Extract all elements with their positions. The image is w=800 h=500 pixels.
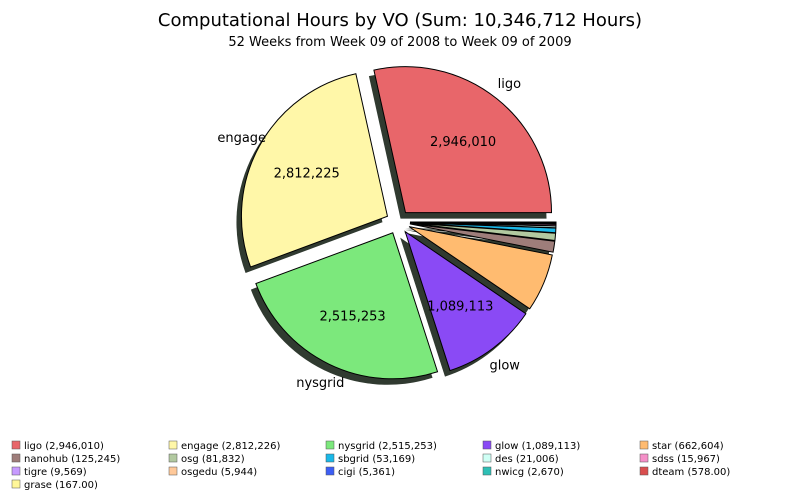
legend-label-sdss: sdss (15,967) bbox=[652, 454, 720, 465]
legend-swatch-osgedu bbox=[168, 466, 178, 476]
slice-label-glow: glow bbox=[489, 359, 520, 374]
value-label-glow: 1,089,113 bbox=[427, 299, 493, 314]
legend-label-sbgrid: sbgrid (53,169) bbox=[338, 454, 415, 465]
legend-item-star: star (662,604) bbox=[639, 440, 724, 452]
value-label-nysgrid: 2,515,253 bbox=[320, 310, 386, 325]
legend-label-tigre: tigre (9,569) bbox=[24, 467, 87, 478]
legend-item-dteam: dteam (578.00) bbox=[639, 466, 730, 478]
pie-slices bbox=[240, 66, 557, 380]
chart-subtitle: 52 Weeks from Week 09 of 2008 to Week 09… bbox=[228, 35, 571, 50]
legend-label-nysgrid: nysgrid (2,515,253) bbox=[338, 441, 437, 452]
legend-item-sdss: sdss (15,967) bbox=[639, 453, 720, 465]
legend-item-tigre: tigre (9,569) bbox=[11, 466, 87, 478]
legend-label-grase: grase (167.00) bbox=[24, 480, 98, 491]
slice-engage bbox=[240, 73, 389, 268]
legend-label-nwicg: nwicg (2,670) bbox=[495, 467, 564, 478]
value-label-engage: 2,812,225 bbox=[274, 166, 340, 181]
legend-item-glow: glow (1,089,113) bbox=[482, 440, 580, 452]
slice-ligo bbox=[373, 66, 553, 214]
legend-swatch-sbgrid bbox=[325, 453, 335, 463]
legend-label-engage: engage (2,812,226) bbox=[181, 441, 280, 452]
legend-item-sbgrid: sbgrid (53,169) bbox=[325, 453, 415, 465]
legend-label-osg: osg (81,832) bbox=[181, 454, 245, 465]
legend-label-dteam: dteam (578.00) bbox=[652, 467, 730, 478]
legend-swatch-osg bbox=[168, 453, 178, 463]
slice-nysgrid bbox=[255, 232, 439, 380]
legend-swatch-dteam bbox=[639, 466, 649, 476]
legend-swatch-tigre bbox=[11, 466, 21, 476]
chart-title: Computational Hours by VO (Sum: 10,346,7… bbox=[158, 10, 642, 31]
legend-swatch-grase bbox=[11, 479, 21, 489]
slice-labels: ligo 2,946,010 engage 2,812,225 nysgrid 2,515… bbox=[217, 77, 521, 391]
legend-swatch-star bbox=[639, 440, 649, 450]
legend-item-osg: osg (81,832) bbox=[168, 453, 245, 465]
legend-swatch-engage bbox=[168, 440, 178, 450]
legend-label-osgedu: osgedu (5,944) bbox=[181, 467, 257, 478]
slice-label-engage: engage bbox=[217, 131, 266, 146]
legend-label-star: star (662,604) bbox=[652, 441, 724, 452]
legend-swatch-nanohub bbox=[11, 453, 21, 463]
legend-swatch-nwicg bbox=[482, 466, 492, 476]
legend-label-cigi: cigi (5,361) bbox=[338, 467, 395, 478]
legend-swatch-nysgrid bbox=[325, 440, 335, 450]
legend-item-des: des (21,006) bbox=[482, 453, 559, 465]
legend-swatch-des bbox=[482, 453, 492, 463]
legend-label-glow: glow (1,089,113) bbox=[495, 441, 580, 452]
legend-swatch-glow bbox=[482, 440, 492, 450]
slice-glow bbox=[404, 230, 527, 372]
slice-label-ligo: ligo bbox=[498, 77, 521, 92]
slice-nanohub bbox=[409, 223, 556, 253]
legend-item-nwicg: nwicg (2,670) bbox=[482, 466, 564, 478]
value-label-ligo: 2,946,010 bbox=[430, 135, 496, 150]
legend-swatch-ligo bbox=[11, 440, 21, 450]
legend-label-des: des (21,006) bbox=[495, 454, 559, 465]
legend-item-engage: engage (2,812,226) bbox=[168, 440, 280, 452]
legend-label-ligo: ligo (2,946,010) bbox=[24, 441, 104, 452]
legend-item-ligo: ligo (2,946,010) bbox=[11, 440, 104, 452]
legend-item-nysgrid: nysgrid (2,515,253) bbox=[325, 440, 437, 452]
slice-label-nysgrid: nysgrid bbox=[296, 376, 344, 391]
legend-item-osgedu: osgedu (5,944) bbox=[168, 466, 257, 478]
legend-swatch-cigi bbox=[325, 466, 335, 476]
legend: ligo (2,946,010) engage (2,812,226) nysgri… bbox=[11, 440, 730, 491]
legend-label-nanohub: nanohub (125,245) bbox=[24, 454, 120, 465]
legend-item-grase: grase (167.00) bbox=[11, 479, 98, 491]
legend-item-nanohub: nanohub (125,245) bbox=[11, 453, 120, 465]
slice-star bbox=[408, 226, 553, 310]
legend-item-cigi: cigi (5,361) bbox=[325, 466, 395, 478]
legend-swatch-sdss bbox=[639, 453, 649, 463]
